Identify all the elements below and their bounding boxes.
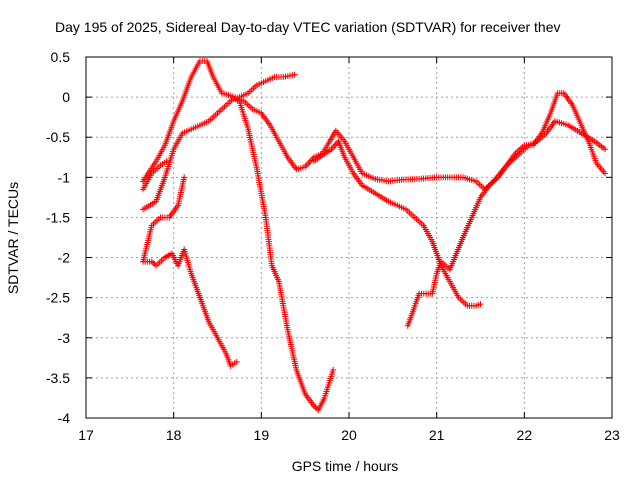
chart-title: Day 195 of 2025, Sidereal Day-to-day VTE…	[55, 19, 561, 35]
y-tick-label: -3.5	[46, 370, 70, 386]
data-point	[601, 170, 608, 177]
y-tick-label: -3	[58, 330, 71, 346]
series-track-g	[310, 138, 484, 309]
y-tick-label: -1.5	[46, 209, 70, 225]
x-tick-label: 23	[604, 427, 620, 443]
y-tick-label: -4	[58, 410, 71, 426]
y-tick-label: 0.5	[51, 49, 71, 65]
x-tick-label: 22	[517, 427, 533, 443]
data-point	[291, 71, 298, 78]
x-tick-label: 18	[166, 427, 182, 443]
data-point	[233, 358, 240, 365]
x-tick-label: 19	[254, 427, 270, 443]
y-axis-label: SDTVAR / TECUs	[5, 182, 21, 294]
plot-frame	[85, 56, 613, 419]
x-tick-label: 20	[341, 427, 357, 443]
data-point	[330, 366, 337, 373]
y-tick-label: -0.5	[46, 129, 70, 145]
y-tick-label: -2.5	[46, 290, 70, 306]
series-track-d	[139, 174, 188, 265]
data-point	[150, 259, 157, 266]
data-point	[477, 301, 484, 308]
data-point	[601, 146, 608, 153]
series-track-f	[236, 71, 298, 101]
data-point	[181, 174, 188, 181]
grid	[86, 57, 612, 418]
series-track-a	[139, 58, 608, 193]
y-tick-label: -2	[58, 250, 71, 266]
ticks: 17 18 19 20 21 22 23 0.5 0 -0.5 -1 -1.5 -2 -2.5 -3 -3.5…	[46, 49, 620, 443]
y-tick-label: 0	[62, 89, 70, 105]
x-tick-label: 17	[78, 427, 94, 443]
series-track-b	[139, 95, 337, 413]
data-point	[310, 402, 317, 409]
data-point	[148, 258, 155, 265]
data-point	[312, 404, 319, 411]
series-track-c	[139, 246, 240, 369]
x-axis-label: GPS time / hours	[292, 458, 399, 474]
series-track-h	[404, 90, 608, 329]
data-point	[163, 158, 170, 165]
series-track-e	[139, 158, 170, 193]
y-tick-label: -1	[58, 169, 71, 185]
data-points	[139, 58, 608, 413]
x-tick-label: 21	[429, 427, 445, 443]
